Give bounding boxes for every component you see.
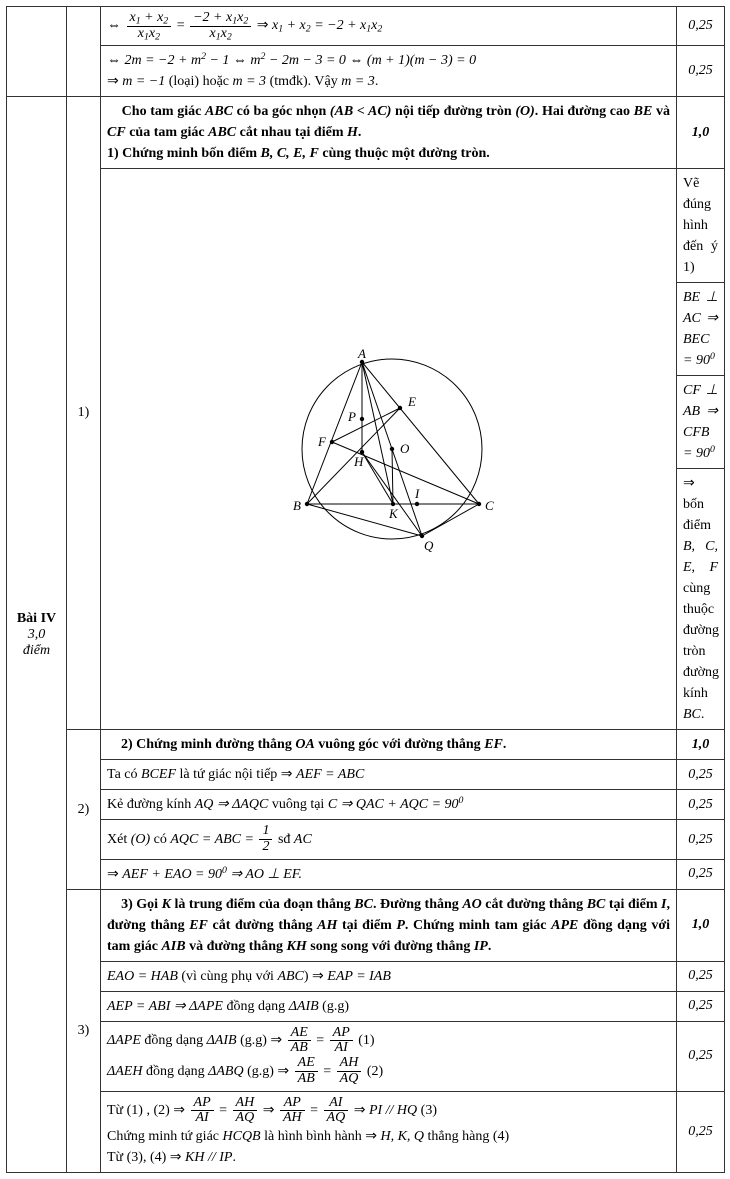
p3-r1: EAO = HAB (vì cùng phụ với ABC) ⇒ EAP = …	[101, 961, 677, 991]
svg-text:H: H	[353, 454, 364, 469]
svg-text:F: F	[317, 434, 327, 449]
svg-text:P: P	[347, 409, 356, 424]
p3-r1-score: 0,25	[677, 961, 725, 991]
part3-num: 3)	[67, 889, 101, 1172]
top-row1-score: 0,25	[677, 7, 725, 46]
svg-text:I: I	[414, 486, 420, 501]
p3-r4: Từ (1) , (2) ⇒ APAI = AHAQ ⇒ APAH = AIAQ…	[101, 1091, 677, 1172]
part1-num: 1)	[67, 97, 101, 730]
p1-r4: ⇒ bốn điểm B, C, E, F cùng thuộc đường t…	[677, 469, 725, 730]
p2-head: 2) Chứng minh đường thẳng OA vuông góc v…	[101, 730, 677, 760]
svg-text:A: A	[357, 346, 366, 361]
p2-r2-score: 0,25	[677, 790, 725, 820]
geometry-diagram-cell: A B C O Q E F H KI P	[101, 169, 677, 730]
p3-r2: AEP = ABI ⇒ ΔAPE đồng dạng ΔAIB (g.g)	[101, 991, 677, 1021]
top-row2-score: 0,25	[677, 46, 725, 97]
geometry-svg: A B C O Q E F H KI P	[274, 344, 504, 554]
bai4-intro-score: 1,0	[677, 97, 725, 169]
p2-r2: Kẻ đường kính AQ ⇒ ΔAQC vuông tại C ⇒ QA…	[101, 790, 677, 820]
p2-r1: Ta có BCEF là tứ giác nội tiếp ⇒ AEF = A…	[101, 760, 677, 790]
p3-r2-score: 0,25	[677, 991, 725, 1021]
svg-text:B: B	[293, 498, 301, 513]
p2-head-score: 1,0	[677, 730, 725, 760]
p3-head-score: 1,0	[677, 889, 725, 961]
p1-r2: BE ⊥ AC ⇒ BEC = 900	[677, 283, 725, 376]
p3-r4-score: 0,25	[677, 1091, 725, 1172]
bai4-title: Bài IV	[17, 611, 56, 626]
top-row1-content: ⇔ x1 + x2x1x2 = −2 + x1x2x1x2 ⇒ x1 + x2 …	[101, 7, 677, 46]
svg-text:E: E	[407, 394, 416, 409]
bai4-score: 3,0 điểm	[23, 627, 50, 658]
svg-text:K: K	[388, 506, 399, 521]
p2-r3: Xét (O) có AQC = ABC = 12 sđ AC	[101, 820, 677, 859]
p2-r1-score: 0,25	[677, 760, 725, 790]
p1-r1: Vẽ đúng hình đến ý 1)	[677, 169, 725, 283]
p2-r3-score: 0,25	[677, 820, 725, 859]
svg-text:Q: Q	[424, 538, 434, 553]
svg-text:O: O	[400, 441, 410, 456]
p3-head: 3) Gọi K là trung điểm của đoạn thẳng BC…	[101, 889, 677, 961]
bai4-intro: Cho tam giác ABC có ba góc nhọn (AB < AC…	[101, 97, 677, 169]
p2-r4-score: 0,25	[677, 859, 725, 889]
p2-r4: ⇒ AEF + EAO = 900 ⇒ AO ⊥ EF.	[101, 859, 677, 889]
svg-text:C: C	[485, 498, 494, 513]
p1-r3: CF ⊥ AB ⇒ CFB = 900	[677, 376, 725, 469]
prev-part-cell	[67, 7, 101, 97]
p3-r3-score: 0,25	[677, 1021, 725, 1091]
bai4-label-cell: Bài IV 3,0 điểm	[7, 97, 67, 1173]
solution-table: ⇔ x1 + x2x1x2 = −2 + x1x2x1x2 ⇒ x1 + x2 …	[6, 6, 725, 1173]
prev-bai-cell	[7, 7, 67, 97]
part2-num: 2)	[67, 730, 101, 889]
p3-r3: ΔAPE đồng dạng ΔAIB (g.g) ⇒ AEAB = APAI …	[101, 1021, 677, 1091]
top-row2-content: ⇔ 2m = −2 + m2 − 1 ⇔ m2 − 2m − 3 = 0 ⇔ (…	[101, 46, 677, 97]
